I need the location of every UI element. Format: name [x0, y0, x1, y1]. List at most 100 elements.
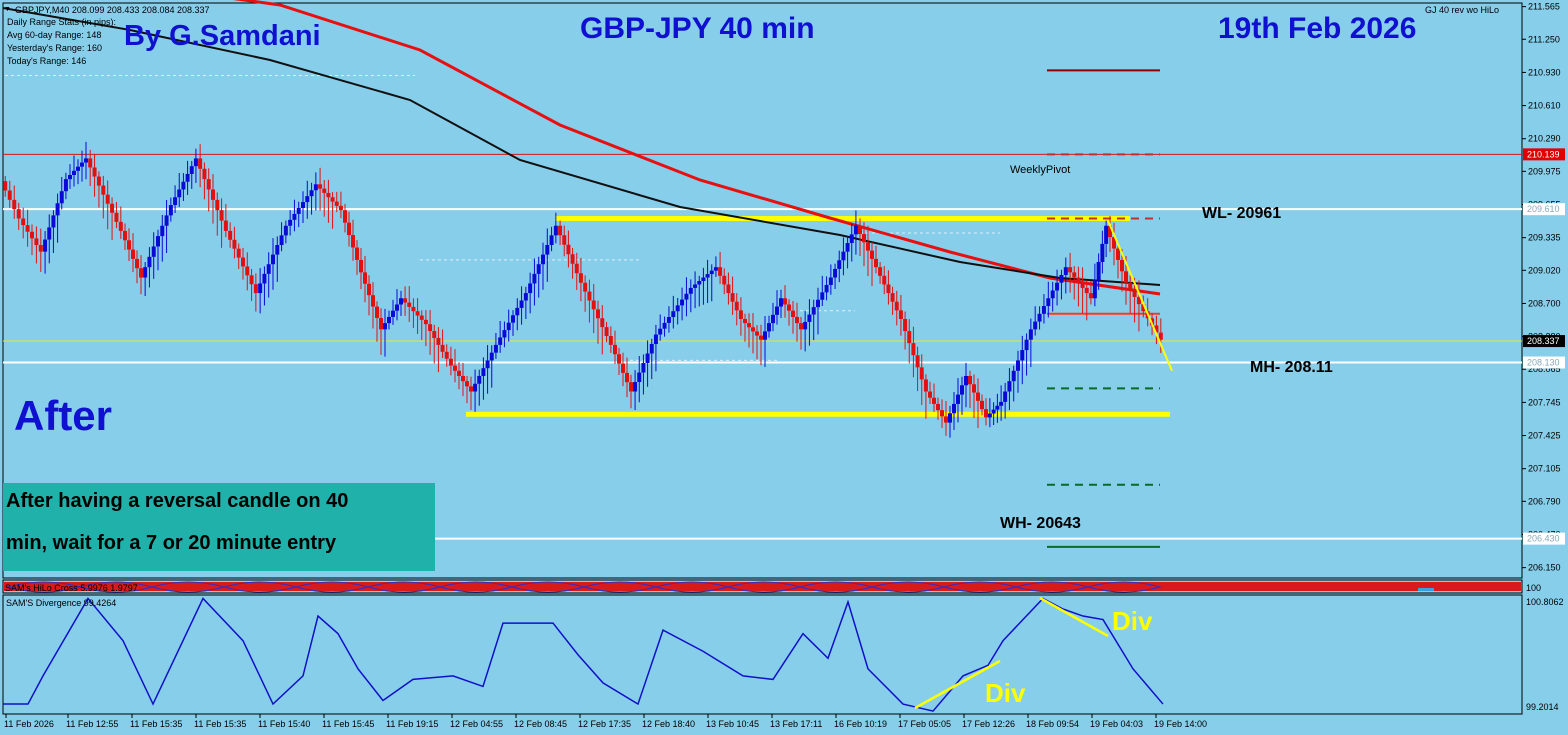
candle-body — [629, 382, 633, 392]
candle-body — [675, 305, 680, 312]
candle-body — [562, 235, 567, 245]
candle-body — [948, 413, 952, 423]
candle-body — [919, 367, 924, 380]
candle-body — [613, 344, 617, 355]
candle-body — [301, 202, 305, 208]
candle-body — [743, 318, 747, 324]
candle-body — [25, 225, 30, 232]
candle-body — [68, 174, 72, 180]
candle-body — [127, 240, 131, 250]
candle-body — [653, 334, 658, 345]
candle-body — [481, 368, 486, 376]
candle-body — [984, 409, 988, 418]
candle-body — [80, 162, 84, 167]
hilo-wave — [1087, 581, 1162, 593]
candle-body — [391, 310, 395, 317]
y-tick-label-3: 210.610 — [1528, 101, 1561, 111]
candle-body — [882, 275, 887, 285]
y-tick-label-7: 209.335 — [1528, 233, 1561, 243]
candle-body — [1041, 306, 1046, 314]
candle-body — [279, 235, 284, 245]
candle-body — [283, 225, 288, 236]
candle-body — [705, 274, 710, 278]
price-tag-label-3: 208.130 — [1527, 358, 1560, 368]
candle-body — [820, 292, 825, 300]
candle-body — [907, 331, 912, 344]
candle-body — [506, 322, 511, 331]
candle-body — [570, 254, 575, 264]
candle-body — [608, 336, 613, 345]
candle-body — [143, 267, 148, 278]
candle-body — [164, 215, 169, 226]
mh-label: MH- 208.11 — [1250, 359, 1333, 376]
hilo-cross-label: SAM's HiLo Cross 5.9976 1.9797 — [5, 583, 138, 593]
candle-body — [465, 381, 469, 387]
candle-body — [1158, 332, 1163, 340]
candle-body — [649, 344, 654, 354]
candle-body — [1028, 329, 1033, 340]
candle-body — [131, 249, 135, 259]
candle-body — [944, 416, 948, 423]
candle-body — [995, 405, 1000, 410]
candle-body — [972, 384, 976, 393]
x-tick-label-8: 12 Feb 08:45 — [514, 719, 567, 729]
candle-body — [189, 166, 194, 174]
candle-body — [338, 205, 343, 211]
candle-body — [322, 188, 327, 193]
candle-body — [713, 267, 718, 271]
candle-body — [960, 385, 964, 395]
candle-body — [202, 168, 207, 180]
candle-body — [734, 301, 739, 311]
candle-body — [799, 323, 803, 330]
candle-body — [1112, 237, 1116, 249]
candle-body — [228, 230, 233, 240]
candle-body — [334, 201, 339, 206]
author-label: By G.Samdani — [124, 20, 321, 52]
x-tick-label-17: 19 Feb 04:03 — [1090, 719, 1143, 729]
candle-body — [428, 324, 433, 332]
candle-body — [395, 304, 399, 311]
y-tick-label-5: 209.975 — [1528, 166, 1561, 176]
candle-body — [477, 375, 482, 384]
candle-body — [7, 190, 12, 200]
x-tick-label-3: 11 Feb 15:35 — [194, 719, 246, 729]
symbol-menu-icon[interactable]: ▼ — [4, 6, 11, 13]
candle-body — [853, 225, 858, 235]
candle-body — [1096, 262, 1101, 281]
candle-body — [1068, 267, 1073, 273]
hilo-wave — [439, 581, 514, 593]
candle-body — [1059, 274, 1064, 283]
candle-body — [359, 259, 363, 273]
candle-body — [1016, 360, 1020, 371]
stats-line-today: Today's Range: 146 — [7, 56, 87, 66]
candle-body — [1033, 321, 1038, 330]
candle-body — [114, 212, 119, 222]
candle-body — [411, 306, 416, 312]
candle-body — [999, 401, 1004, 406]
ma-black-line — [2, 7, 1161, 286]
candle-body — [964, 375, 968, 386]
candle-body — [722, 275, 727, 285]
price-tag-bg-3 — [1523, 356, 1565, 369]
candle-body — [604, 327, 609, 337]
candle-body — [779, 298, 783, 307]
candle-body — [928, 391, 932, 398]
candle-body — [193, 158, 198, 167]
candle-body — [403, 298, 408, 303]
candle-body — [583, 282, 588, 292]
candle-body — [383, 323, 387, 330]
candle-body — [215, 199, 220, 211]
candle-body — [845, 243, 850, 252]
candle-body — [755, 331, 759, 336]
candle-body — [932, 397, 936, 404]
candle-body — [1037, 313, 1042, 322]
candle-body — [139, 268, 143, 278]
x-tick-label-4: 11 Feb 15:40 — [258, 719, 310, 729]
candle-body — [684, 293, 689, 300]
candle-body — [976, 392, 980, 401]
candle-body — [747, 323, 751, 328]
x-tick-label-9: 12 Feb 17:35 — [578, 719, 631, 729]
candle-body — [1080, 282, 1085, 288]
candle-body — [236, 248, 241, 258]
y-tick-label-14: 207.105 — [1528, 464, 1561, 474]
